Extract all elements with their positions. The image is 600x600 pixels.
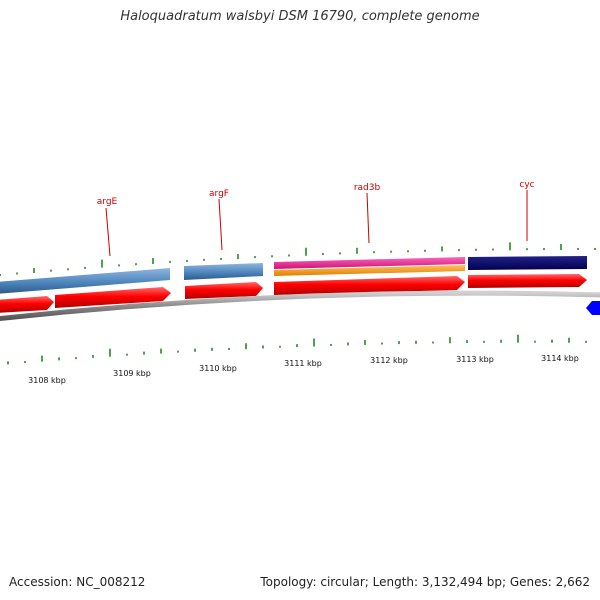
accession-text: Accession: NC_008212 <box>9 575 146 589</box>
gene-label-rad3b[interactable]: rad3b <box>354 183 381 193</box>
gene-label-cyc[interactable]: cyc <box>519 180 534 190</box>
scale-label: 3108 kbp <box>28 376 66 385</box>
scale-label: 3110 kbp <box>199 364 237 373</box>
gene-leader-line <box>366 192 370 244</box>
gc-ticks-bottom <box>7 334 587 365</box>
gene-leader-line <box>105 207 111 257</box>
gene-bar-rad3b-magenta[interactable] <box>274 257 465 269</box>
gc-ticks-top <box>0 242 596 276</box>
cds-arrow[interactable] <box>0 296 54 313</box>
reverse-feature-arrow[interactable] <box>586 301 600 315</box>
scale-label: 3113 kbp <box>456 355 494 364</box>
cds-arrow[interactable] <box>55 287 171 308</box>
cds-arrow[interactable] <box>468 274 587 288</box>
cds-arrow[interactable] <box>274 276 465 295</box>
topology-text: Topology: circular; Length: 3,132,494 bp… <box>260 575 590 589</box>
scale-label: 3114 kbp <box>541 354 579 363</box>
scale-label: 3112 kbp <box>370 356 408 365</box>
gene-bar-arge[interactable] <box>0 268 170 294</box>
gene-bar-rad3b-orange[interactable] <box>274 265 465 276</box>
gene-label-argf[interactable]: argF <box>209 189 229 199</box>
map-title: Haloquadratum walsbyi DSM 16790, complet… <box>120 9 480 24</box>
scale-label: 3109 kbp <box>113 369 151 378</box>
gene-bar-cyc[interactable] <box>468 256 587 270</box>
cds-arrow[interactable] <box>185 282 263 299</box>
gene-label-arge[interactable]: argE <box>97 197 118 207</box>
gene-leader-line <box>218 198 223 251</box>
gene-bar-argf[interactable] <box>184 263 263 280</box>
scale-label: 3111 kbp <box>284 359 322 368</box>
genome-backbone <box>0 290 600 321</box>
